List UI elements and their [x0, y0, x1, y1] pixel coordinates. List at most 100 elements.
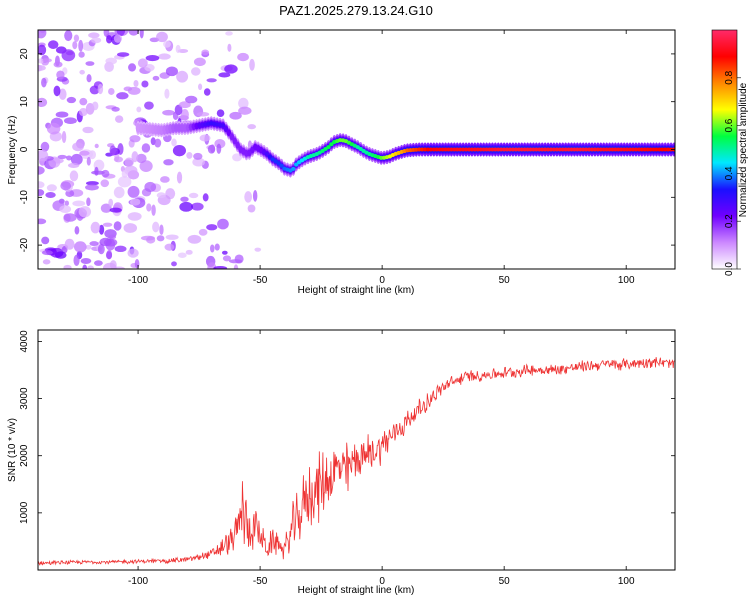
spectrogram-noise-blob	[193, 57, 206, 67]
spectrogram-noise-blob	[79, 69, 85, 75]
spectrogram-noise-blob	[111, 106, 120, 112]
spectrogram-noise-blob	[66, 155, 72, 161]
spectrogram-noise-blob	[114, 245, 127, 253]
y-tick-label: 4000	[19, 330, 30, 353]
spectrogram-noise-blob	[113, 156, 124, 163]
spectrogram-noise-blob	[105, 251, 113, 260]
spectrogram-noise-blob	[72, 142, 84, 152]
spectrogram-noise-blob	[78, 39, 84, 52]
spectrogram-ridge-cell	[264, 151, 270, 156]
spectrogram-noise-blob	[151, 204, 156, 216]
spectrogram-noise-blob	[61, 49, 76, 62]
spectrogram-noise-blob	[55, 111, 69, 118]
spectrogram-noise-blob	[171, 138, 177, 147]
spectrogram-noise-blob	[82, 264, 88, 269]
spectrogram-noise-blob	[109, 145, 117, 156]
spectrogram-noise-blob	[38, 97, 48, 108]
spectrogram-noise-blob	[140, 235, 155, 241]
spectrogram-noise-blob	[128, 30, 140, 36]
spectrogram-noise-blob	[202, 193, 209, 202]
snr-panel: -100 -50 0 50 100 1000 2000 3000 4000 Height of…	[7, 329, 676, 596]
spectrogram-xlabel: Height of straight line (km)	[298, 285, 415, 296]
spectrogram-noise-blob	[108, 87, 115, 95]
spectrogram-noise-blob	[40, 141, 50, 152]
spectrogram-noise-blob	[191, 67, 201, 76]
spectrogram-noise-blob	[139, 160, 153, 172]
spectrogram-ridge	[135, 116, 675, 178]
spectrogram-noise-blob	[91, 101, 99, 111]
spectrogram-noise-blob	[102, 222, 113, 227]
spectrogram-noise-blob	[94, 143, 99, 149]
spectrogram-noise-blob	[121, 170, 128, 178]
spectrogram-noise-blob	[229, 111, 242, 120]
spectrogram-noise-blob	[228, 259, 243, 264]
spectrogram-noise-blob	[128, 63, 137, 72]
spectrogram-noise-blob	[105, 57, 118, 65]
spectrogram-noise-blob	[108, 234, 117, 240]
spectrogram-ridge-cell	[326, 145, 331, 150]
spectrogram-noise-blob	[216, 109, 225, 117]
x-tick-label: 100	[618, 576, 635, 587]
colorbar-ticks: 0.0 0.2 0.4 0.6 0.8	[724, 70, 741, 276]
spectrogram-noise-blob	[101, 169, 110, 178]
spectrogram-noise-blob	[156, 235, 165, 242]
spectrogram-noise-blob	[131, 151, 139, 163]
spectrogram-noise-blob	[187, 234, 202, 244]
colorbar-tick-label: 0.0	[724, 262, 735, 276]
y-tick-label: -10	[19, 190, 30, 205]
spectrogram-noise-blob	[218, 72, 231, 78]
colorbar-tick-label: 0.8	[724, 70, 735, 84]
colorbar-tick-label: 0.4	[724, 166, 735, 180]
spectrogram-noise-blob	[175, 44, 181, 54]
spectrogram-noise-blob	[141, 143, 151, 153]
spectrogram-noise-blob	[97, 83, 104, 95]
spectrogram-ridge-cell	[267, 154, 273, 159]
spectrogram-noise-blob	[72, 200, 86, 207]
spectrogram-noise-blob	[73, 241, 87, 253]
spectrogram-noise-blob	[177, 252, 187, 258]
spectrogram-noise-blob	[127, 248, 139, 258]
spectrogram-noise-blob	[139, 30, 144, 39]
spectrogram-noise-blob	[85, 244, 92, 250]
spectrogram-noise-blob	[222, 255, 232, 262]
spectrogram-noise-blob	[41, 77, 47, 88]
spectrogram-noise-blob	[203, 88, 211, 96]
spectrogram-y-ticks: -20 -10 0 10 20	[19, 48, 675, 252]
spectrogram-noise-blob	[144, 101, 154, 110]
spectrogram-noise-blob	[213, 265, 228, 269]
spectrogram-noise-blob	[97, 244, 105, 255]
spectrogram-noise-blob	[154, 138, 162, 148]
spectrogram-noise-blob	[163, 40, 171, 48]
spectrogram-noise-blob	[127, 185, 140, 198]
spectrogram-noise-blob	[206, 78, 217, 83]
snr-series-line	[38, 357, 675, 566]
spectrogram-noise-blob	[117, 176, 132, 188]
spectrogram-noise-blob	[61, 131, 67, 143]
spectrogram-ridge-cell	[329, 142, 334, 147]
spectrogram-noise-blob	[41, 236, 50, 245]
spectrogram-noise-blob	[63, 117, 77, 125]
x-tick-label: 100	[618, 275, 635, 286]
spectrogram-noise-blob	[80, 258, 92, 265]
spectrogram-noise-blob	[144, 181, 157, 193]
spectrogram-ridge-cell	[279, 163, 284, 168]
spectrogram-noise-blob	[180, 108, 189, 121]
spectrogram-noise-blob	[180, 196, 189, 202]
snr-ylabel: SNR (10 * v/v)	[7, 418, 18, 482]
x-tick-label: -100	[128, 576, 148, 587]
spectrogram-noise-blob	[70, 153, 83, 166]
spectrogram-noise-blob	[89, 85, 100, 95]
spectrogram-noise-blob	[73, 254, 80, 266]
spectrogram-noise-blob	[123, 223, 138, 233]
snr-x-ticks: -100 -50 0 50 100	[128, 330, 635, 587]
spectrogram-noise-blob	[164, 243, 175, 251]
spectrogram-noise-blob	[63, 213, 77, 222]
y-tick-label: 1000	[19, 501, 30, 524]
spectrogram-noise-blob	[244, 191, 253, 203]
x-tick-label: 50	[499, 576, 511, 587]
spectrogram-ridge-cell	[220, 123, 226, 128]
spectrogram-noise-blob	[146, 203, 152, 212]
spectrogram-noise-blob	[90, 37, 102, 44]
spectrogram-noise-blob	[90, 221, 101, 234]
spectrogram-noise-blob	[57, 154, 67, 159]
